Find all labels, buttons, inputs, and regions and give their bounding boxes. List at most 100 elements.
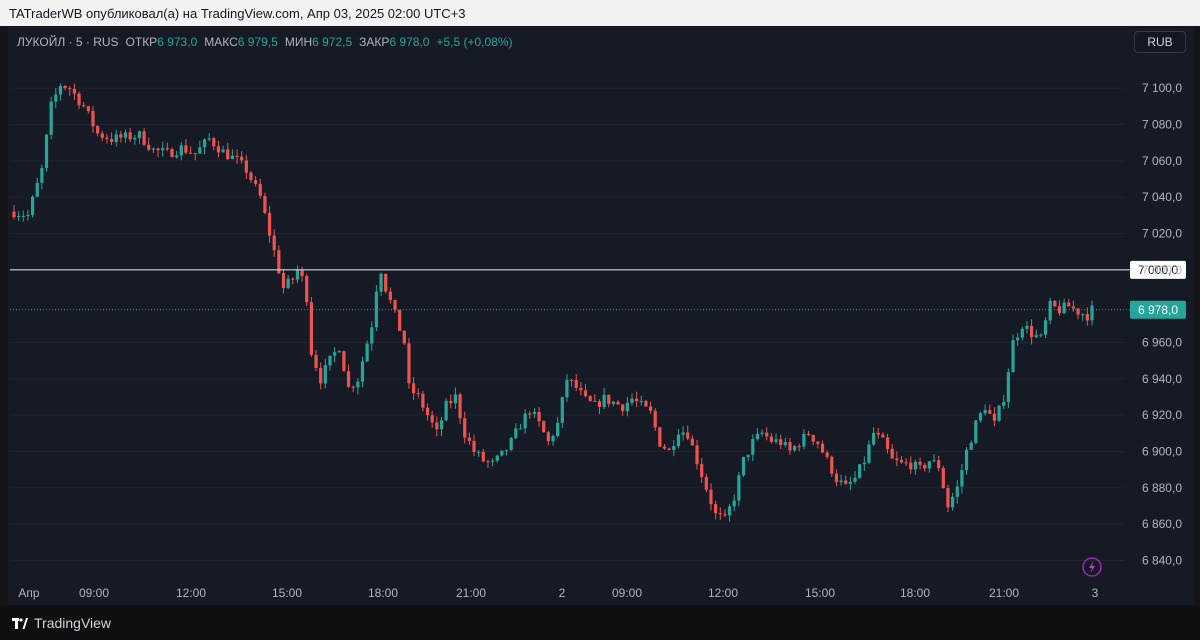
close-value: 6 978,0	[389, 35, 430, 49]
candle-body	[890, 448, 894, 459]
candle-body	[630, 398, 634, 403]
y-tick-label: 7 100,0	[1142, 81, 1182, 95]
candle-body	[607, 394, 611, 404]
candle-body	[844, 480, 848, 484]
tradingview-logo-icon[interactable]	[12, 617, 28, 629]
candle-body	[904, 462, 908, 464]
candle-body	[240, 156, 244, 161]
candle-body	[188, 152, 193, 154]
candle-body	[114, 134, 118, 142]
candle-body	[175, 155, 179, 158]
candle-body	[723, 514, 727, 516]
candle-body	[658, 427, 662, 447]
candle-body	[834, 473, 839, 482]
candle-body	[412, 383, 416, 394]
attribution-text: TATraderWB опубликовал(а) на TradingView…	[9, 5, 466, 21]
candle-body	[30, 196, 35, 215]
candle-body	[119, 134, 123, 138]
chart-panel[interactable]: 7 000,0 6 978,0 7 100,0 7 080,0 7 060,0 7 04…	[8, 27, 1194, 605]
y-tick-label: 7 040,0	[1142, 190, 1182, 204]
candle-body	[128, 132, 132, 140]
candle-body	[63, 85, 67, 89]
candle-body	[323, 365, 327, 384]
symbol-label[interactable]: ЛУКОЙЛ · 5 · RUS	[17, 35, 119, 49]
candle-body	[230, 155, 234, 160]
candle-body	[1020, 328, 1024, 338]
lightning-icon[interactable]	[1082, 557, 1102, 577]
y-tick-label: 6 840,0	[1142, 553, 1182, 567]
candle-body	[797, 446, 801, 448]
candle-body	[537, 412, 541, 422]
x-tick-label: 3	[1092, 586, 1099, 600]
candle-body	[198, 147, 202, 154]
candle-body	[291, 278, 295, 280]
candle-body	[951, 496, 955, 508]
candle-body	[635, 398, 639, 402]
candlestick-chart[interactable]: 7 000,0 6 978,0 7 100,0 7 080,0 7 060,0 7 04…	[8, 27, 1194, 605]
high-value: 6 979,5	[237, 35, 278, 49]
candle-body	[885, 437, 890, 449]
attribution-bar: TATraderWB опубликовал(а) на TradingView…	[0, 0, 1200, 26]
candle-body	[1062, 302, 1066, 314]
candle-body	[300, 269, 304, 277]
chart-legend: ЛУКОЙЛ · 5 · RUS ОТКР 6 973,0 МАКС 6 979…	[17, 35, 513, 49]
axes: 7 100,0 7 080,0 7 060,0 7 040,0 7 020,0 7 000…	[18, 81, 1182, 600]
x-tick-label: 09:00	[79, 586, 109, 600]
y-tick-label: 7 080,0	[1142, 117, 1182, 131]
candle-body	[569, 379, 574, 381]
candle-body	[314, 354, 318, 369]
candle-body	[839, 480, 843, 482]
candle-body	[616, 401, 620, 405]
candle-body	[1057, 306, 1062, 314]
candle-body	[769, 436, 773, 442]
candle-body	[360, 361, 365, 382]
candle-body	[495, 455, 499, 461]
candle-body	[686, 432, 690, 439]
candle-body	[621, 404, 625, 412]
y-tick-label: 6 960,0	[1142, 335, 1182, 349]
candle-body	[295, 269, 300, 280]
x-tick-label: 12:00	[708, 586, 738, 600]
candle-body	[1016, 337, 1020, 341]
candle-body	[565, 379, 569, 398]
candle-body	[514, 428, 518, 439]
level-price-tag	[1130, 260, 1186, 279]
candle-body	[100, 133, 104, 138]
candle-body	[216, 146, 221, 153]
candle-body	[969, 442, 973, 450]
candle-body	[226, 149, 230, 160]
candle-body	[58, 85, 63, 95]
candle-body	[542, 421, 546, 433]
candle-body	[212, 138, 216, 147]
candle-body	[305, 276, 309, 303]
last-price-tag	[1130, 300, 1186, 319]
candle-body	[137, 131, 142, 138]
candle-body	[746, 454, 750, 457]
candle-body	[421, 393, 425, 408]
open-value: 6 973,0	[157, 35, 198, 49]
candle-body	[556, 422, 560, 437]
currency-button[interactable]: RUB	[1134, 31, 1186, 53]
candle-body	[718, 513, 722, 515]
candle-body	[430, 415, 434, 423]
candle-body	[281, 273, 286, 289]
candle-body	[672, 446, 676, 450]
candle-body	[755, 433, 760, 439]
candle-body	[941, 468, 945, 488]
candle-body	[946, 487, 950, 508]
candle-body	[653, 410, 657, 428]
candle-body	[960, 470, 964, 487]
candle-body	[997, 405, 1001, 421]
candle-body	[351, 386, 355, 388]
candle-body	[342, 351, 346, 372]
tradingview-brand: TradingView	[34, 615, 112, 631]
candle-body	[258, 183, 262, 196]
candle-body	[416, 393, 420, 395]
candle-body	[96, 126, 100, 134]
candle-body	[923, 464, 927, 469]
candle-body	[72, 88, 77, 94]
candle-body	[774, 439, 778, 442]
candle-body	[899, 460, 904, 463]
x-tick-label: 2	[559, 586, 566, 600]
y-tick-label: 7 020,0	[1142, 226, 1182, 240]
